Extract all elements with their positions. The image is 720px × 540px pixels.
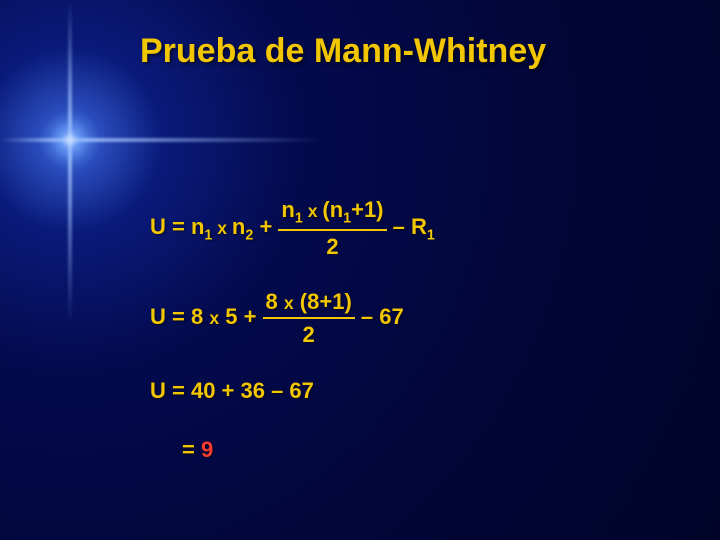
eq2-lhs: U = 8 [150, 304, 209, 329]
eq1-plus: + [253, 214, 278, 239]
eq1-fraction: n1 x (n1+1)2 [278, 195, 386, 261]
eq1-n2: n [232, 214, 245, 239]
spacer-3 [150, 409, 670, 435]
equation-1: U = n1 x n2 + n1 x (n1+1)2 – R1 [150, 195, 670, 261]
eq2-tail: – 67 [355, 304, 404, 329]
lens-flare-core [50, 120, 90, 160]
eq1-mul1: x [212, 218, 232, 238]
eq1-lhs: U = n [150, 214, 204, 239]
eq1-num-c: +1) [351, 197, 383, 222]
lens-flare-horizontal [0, 138, 720, 142]
eq1-tail: – R [387, 214, 427, 239]
spacer-2 [150, 354, 670, 376]
eq2-num-b: (8+1) [294, 289, 352, 314]
lens-flare-vertical [68, 0, 72, 540]
eq2-num-a: 8 [266, 289, 284, 314]
slide-title: Prueba de Mann-Whitney [140, 32, 700, 71]
eq1-tail-sub: 1 [427, 227, 435, 243]
equation-3: U = 40 + 36 – 67 [150, 376, 670, 406]
eq2-mid: 5 + [219, 304, 262, 329]
eq1-num-a: n [281, 197, 294, 222]
eq2-denominator: 2 [263, 319, 355, 350]
eq2-num-mul: x [284, 293, 294, 313]
eq4-prefix: = [182, 437, 201, 462]
eq1-num-mul: x [303, 201, 323, 221]
eq2-fraction: 8 x (8+1)2 [263, 287, 355, 349]
eq1-denominator: 2 [278, 231, 386, 262]
equation-2: U = 8 x 5 + 8 x (8+1)2 – 67 [150, 287, 670, 349]
eq1-numerator: n1 x (n1+1) [278, 195, 386, 231]
eq3-text: U = 40 + 36 – 67 [150, 378, 314, 403]
eq4-result: 9 [201, 437, 213, 462]
eq1-num-s2: 1 [343, 210, 351, 226]
eq2-mul1: x [209, 308, 219, 328]
eq1-num-b: (n [322, 197, 343, 222]
equation-4: = 9 [150, 435, 670, 465]
eq2-numerator: 8 x (8+1) [263, 287, 355, 319]
spacer-1 [150, 265, 670, 287]
slide-content: U = n1 x n2 + n1 x (n1+1)2 – R1 U = 8 x … [150, 195, 670, 469]
slide-background: Prueba de Mann-Whitney U = n 1 x n 2 + n1 … [0, 0, 720, 540]
eq1-num-s1: 1 [295, 210, 303, 226]
